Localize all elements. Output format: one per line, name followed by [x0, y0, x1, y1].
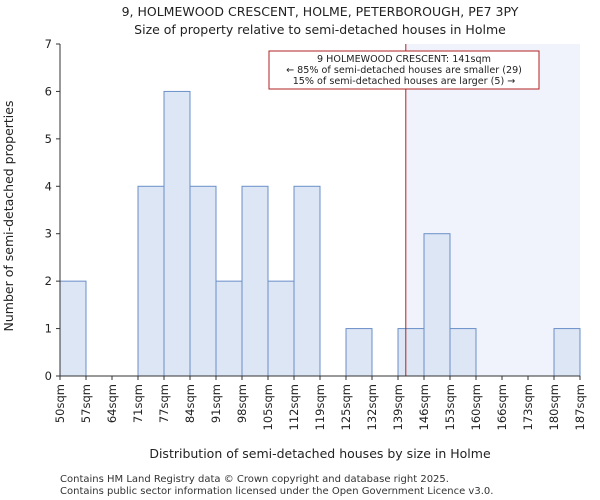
- x-tick-label: 57sqm: [79, 384, 93, 423]
- bar: [267, 280, 295, 377]
- annotation-line: 15% of semi-detached houses are larger (…: [293, 76, 516, 87]
- x-tick-label: 125sqm: [339, 384, 353, 430]
- annotation-line: ← 85% of semi-detached houses are smalle…: [286, 65, 522, 76]
- bar: [163, 90, 191, 377]
- bar: [241, 185, 269, 377]
- bar: [137, 185, 165, 377]
- x-tick-label: 146sqm: [417, 384, 431, 430]
- x-tick-label: 112sqm: [287, 384, 301, 430]
- y-tick-label: 1: [45, 322, 52, 336]
- bar: [189, 185, 217, 377]
- bar: [215, 280, 243, 377]
- x-tick-label: 160sqm: [469, 384, 483, 430]
- y-tick-label: 6: [45, 84, 52, 98]
- x-axis-label: Distribution of semi-detached houses by …: [149, 446, 491, 461]
- y-tick-label: 2: [45, 274, 52, 288]
- x-tick-label: 105sqm: [261, 384, 275, 430]
- x-tick-label: 119sqm: [313, 384, 327, 430]
- y-tick-label: 0: [45, 369, 52, 383]
- x-tick-label: 77sqm: [157, 384, 171, 423]
- x-tick-label: 187sqm: [573, 384, 587, 430]
- annotation-box: [268, 50, 540, 90]
- bar: [423, 233, 451, 377]
- x-tick-label: 173sqm: [521, 384, 535, 430]
- x-tick-label: 84sqm: [183, 384, 197, 423]
- bar: [345, 328, 373, 377]
- y-tick-label: 3: [45, 227, 52, 241]
- bar: [553, 328, 581, 377]
- bar: [397, 328, 425, 377]
- x-tick-label: 71sqm: [131, 384, 145, 423]
- chart-title: 9, HOLMEWOOD CRESCENT, HOLME, PETERBOROU…: [122, 4, 519, 19]
- x-tick-label: 64sqm: [105, 384, 119, 423]
- x-tick-label: 166sqm: [495, 384, 509, 430]
- bar: [59, 280, 87, 377]
- chart-subtitle: Size of property relative to semi-detach…: [134, 22, 506, 37]
- x-tick-label: 139sqm: [391, 384, 405, 430]
- y-axis-label: Number of semi-detached properties: [1, 101, 16, 332]
- footer-line-1: Contains HM Land Registry data © Crown c…: [60, 474, 449, 485]
- y-tick-label: 4: [45, 179, 52, 193]
- y-tick-label: 7: [45, 37, 52, 51]
- bar: [293, 185, 321, 377]
- x-tick-label: 132sqm: [365, 384, 379, 430]
- annotation-line: 9 HOLMEWOOD CRESCENT: 141sqm: [317, 54, 491, 65]
- bar: [449, 328, 477, 377]
- y-tick-label: 5: [45, 132, 52, 146]
- x-tick-label: 180sqm: [547, 384, 561, 430]
- x-tick-label: 153sqm: [443, 384, 457, 430]
- x-tick-label: 91sqm: [209, 384, 223, 423]
- x-tick-label: 98sqm: [235, 384, 249, 423]
- x-tick-label: 50sqm: [53, 384, 67, 423]
- footer-line-2: Contains public sector information licen…: [60, 486, 493, 497]
